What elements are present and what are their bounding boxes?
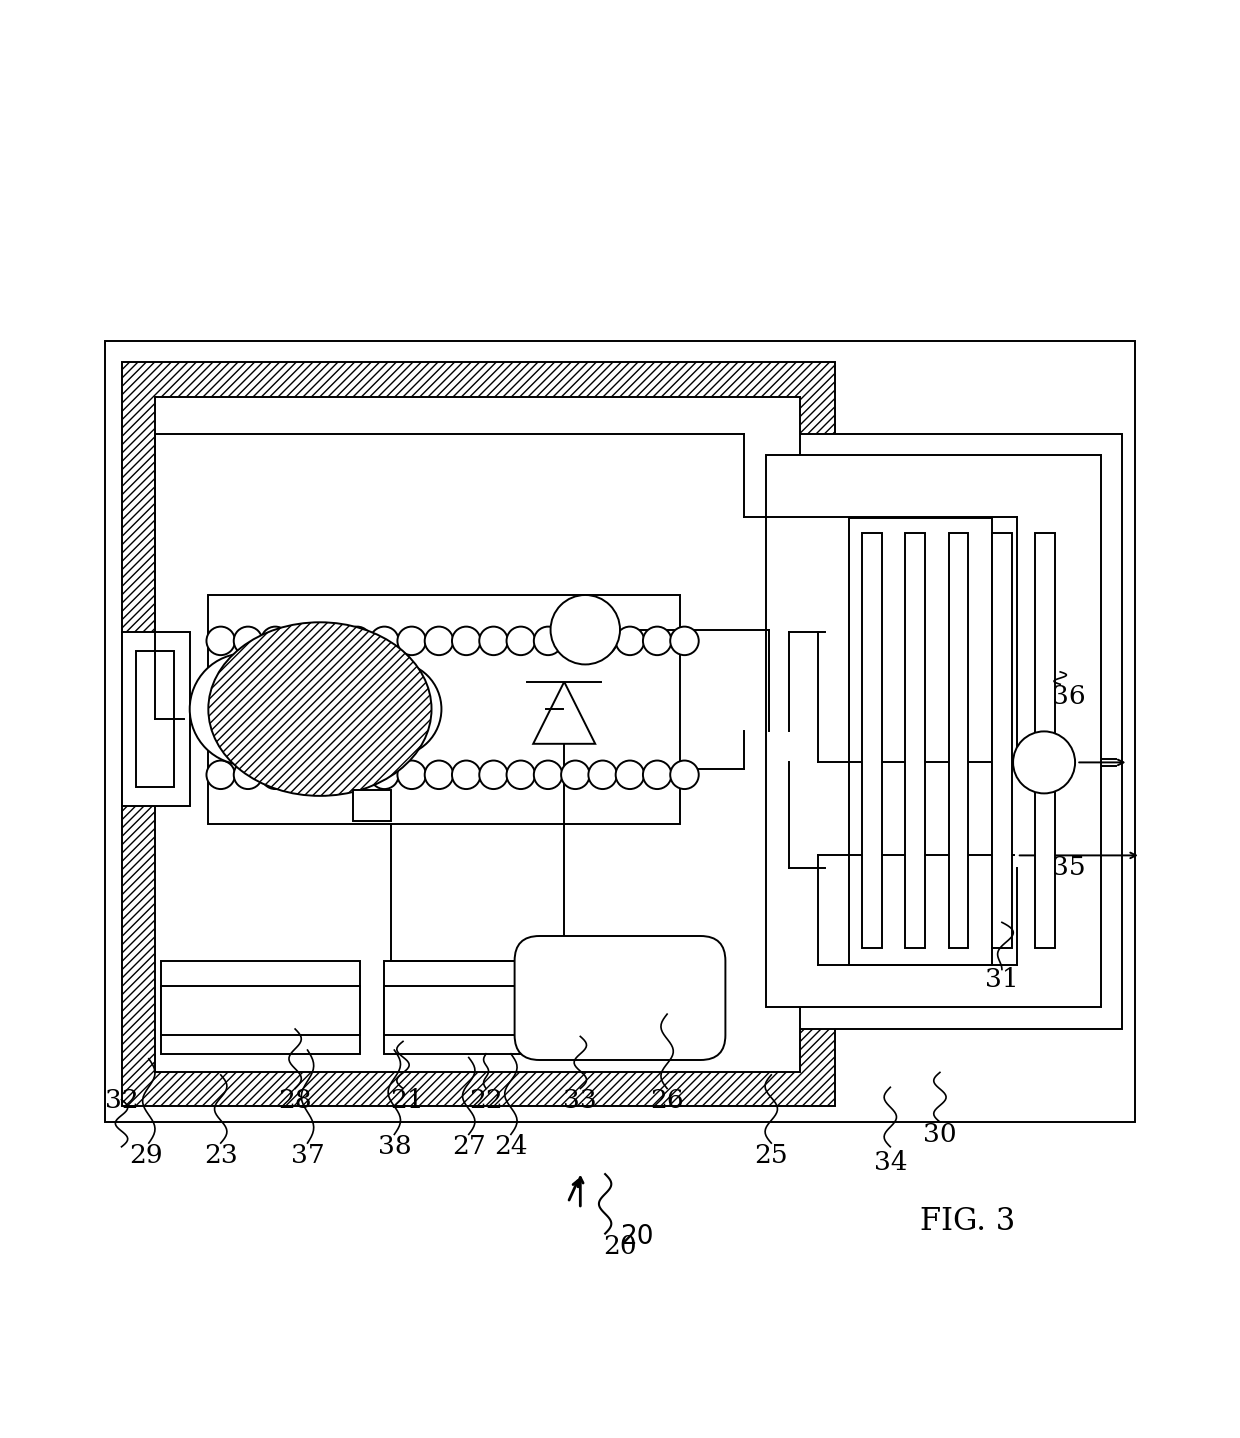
Bar	[122, 362, 835, 1106]
Circle shape	[588, 761, 618, 789]
Text: 20: 20	[620, 1224, 653, 1250]
Circle shape	[260, 627, 289, 656]
Bar	[353, 789, 391, 821]
Circle shape	[424, 761, 454, 789]
Text: 35: 35	[1052, 856, 1086, 880]
Bar	[992, 533, 1012, 949]
Bar	[208, 595, 680, 824]
Text: 28: 28	[278, 1089, 312, 1113]
Text: 29: 29	[129, 1143, 164, 1168]
Circle shape	[644, 761, 672, 789]
Text: 26: 26	[650, 1089, 684, 1113]
Circle shape	[451, 761, 481, 789]
Circle shape	[506, 761, 534, 789]
Circle shape	[248, 631, 342, 725]
Circle shape	[233, 627, 263, 656]
Text: 36: 36	[1052, 684, 1086, 709]
Bar	[862, 533, 882, 949]
Text: 23: 23	[203, 1143, 238, 1168]
FancyBboxPatch shape	[515, 936, 725, 1060]
Text: 25: 25	[754, 1143, 789, 1168]
Circle shape	[479, 761, 508, 789]
Text: 33: 33	[563, 1089, 598, 1113]
Text: 24: 24	[494, 1135, 528, 1159]
Bar	[1035, 533, 1055, 949]
Text: 21: 21	[389, 1089, 424, 1113]
Text: 38: 38	[377, 1135, 412, 1159]
Text: 20: 20	[603, 1234, 637, 1258]
Text: 34: 34	[873, 1150, 908, 1175]
Circle shape	[206, 761, 236, 789]
Circle shape	[670, 627, 699, 656]
Text: 30: 30	[923, 1122, 957, 1148]
Text: 32: 32	[104, 1089, 139, 1113]
Circle shape	[301, 633, 401, 732]
Circle shape	[206, 627, 236, 656]
Bar	[825, 493, 1017, 989]
Bar	[384, 985, 583, 1035]
Circle shape	[551, 595, 620, 664]
Circle shape	[588, 627, 618, 656]
Circle shape	[670, 761, 699, 789]
Circle shape	[506, 627, 534, 656]
Circle shape	[370, 627, 398, 656]
Circle shape	[479, 627, 508, 656]
Bar	[184, 571, 729, 850]
Circle shape	[1013, 732, 1075, 794]
Circle shape	[397, 761, 427, 789]
Circle shape	[424, 627, 454, 656]
Circle shape	[615, 761, 645, 789]
Text: 27: 27	[451, 1135, 486, 1159]
Ellipse shape	[208, 623, 432, 795]
Circle shape	[560, 761, 590, 789]
Bar	[161, 985, 360, 1035]
Polygon shape	[533, 682, 595, 743]
Bar	[105, 341, 1135, 1122]
Bar	[161, 961, 360, 1054]
Bar	[446, 620, 546, 768]
Circle shape	[288, 761, 317, 789]
Text: 31: 31	[985, 966, 1019, 992]
Circle shape	[316, 627, 345, 656]
Circle shape	[342, 761, 371, 789]
Text: FIG. 3: FIG. 3	[920, 1205, 1014, 1237]
Bar	[384, 961, 583, 1054]
Circle shape	[288, 627, 317, 656]
Circle shape	[273, 680, 367, 775]
Circle shape	[347, 661, 441, 756]
Circle shape	[316, 761, 345, 789]
Circle shape	[370, 761, 398, 789]
Bar	[849, 518, 992, 965]
Bar	[136, 651, 174, 787]
Circle shape	[260, 761, 289, 789]
Circle shape	[342, 627, 371, 656]
Circle shape	[534, 761, 563, 789]
Bar	[949, 533, 968, 949]
Bar	[744, 434, 1122, 1030]
Bar	[122, 633, 190, 805]
Circle shape	[644, 627, 672, 656]
Circle shape	[451, 627, 481, 656]
Circle shape	[397, 627, 427, 656]
Text: 37: 37	[290, 1143, 325, 1168]
Bar	[766, 454, 1101, 1007]
Circle shape	[239, 693, 326, 779]
Circle shape	[314, 696, 401, 784]
Circle shape	[615, 627, 645, 656]
Text: 22: 22	[469, 1089, 503, 1113]
Circle shape	[534, 627, 563, 656]
Circle shape	[233, 761, 263, 789]
Circle shape	[560, 627, 590, 656]
Circle shape	[273, 624, 367, 719]
Circle shape	[190, 653, 301, 765]
Bar	[905, 533, 925, 949]
Bar	[155, 397, 800, 1073]
